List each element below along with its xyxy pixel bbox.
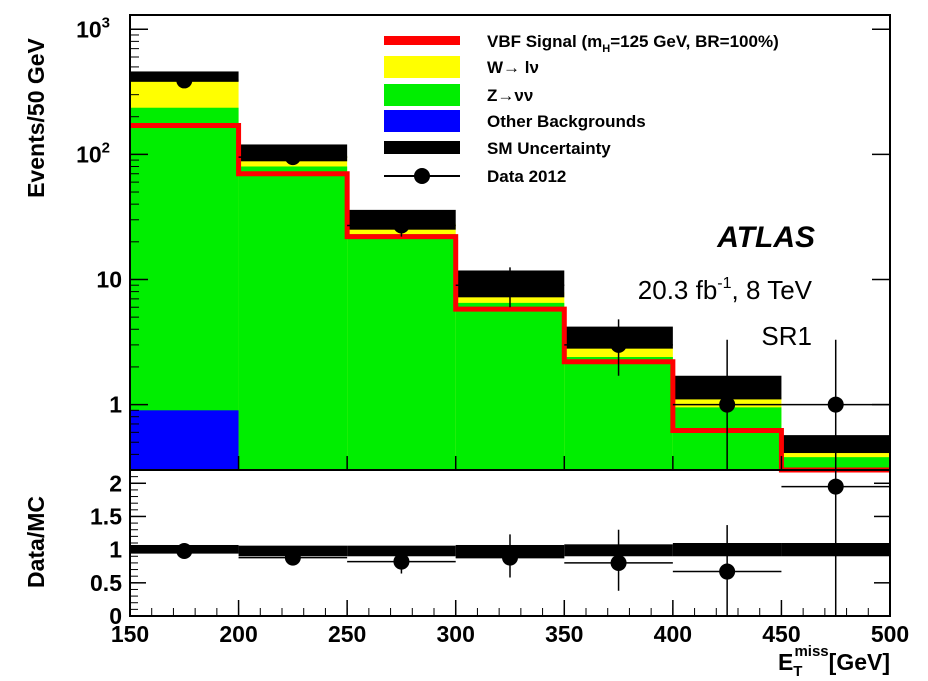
x-axis-title-superscript: miss: [794, 643, 828, 660]
ratio-y-tick-label-2: 1: [109, 537, 122, 563]
x-tick-label-4: 350: [545, 621, 583, 647]
ratio-y-axis-title: Data/MC: [23, 496, 49, 588]
x-tick-label-6: 450: [762, 621, 800, 647]
stack-bar-z--bin-0: [130, 107, 239, 471]
main-y-tick-label-0: 103: [76, 14, 110, 42]
x-tick-label-0: 150: [111, 621, 149, 647]
ratio-y-tick-label-4: 2: [109, 470, 122, 496]
legend-signal-part2: =125 GeV, BR=100%): [610, 32, 779, 51]
x-tick-label-7: 500: [871, 621, 909, 647]
legend-swatch-signal: [384, 36, 460, 45]
legend-swatch-unc: [384, 141, 460, 154]
ratio-data-point-2: [393, 553, 410, 570]
main-y-tick-base-1: 10: [76, 141, 102, 167]
ratio-y-tick-label-3: 1.5: [90, 503, 122, 529]
luminosity-label: 20.3 fb-1, 8 TeV: [638, 275, 813, 305]
legend-signal-sub: H: [602, 43, 610, 55]
luminosity-exponent: -1: [717, 275, 731, 292]
legend-swatch-z: [384, 84, 460, 106]
legend: VBF Signal (mH=125 GeV, BR=100%) W→ lν Z…: [384, 32, 779, 186]
ratio-data-point-0: [176, 542, 193, 559]
legend-signal-part1: VBF Signal (m: [487, 32, 602, 51]
ratio-panel: 0 0.5 1 1.5 2 150 200 250 300 350 400 450 500: [90, 469, 909, 647]
x-axis-title-unit: [GeV]: [829, 649, 890, 675]
main-y-tick-exp-0: 3: [102, 14, 110, 31]
x-axis-title-symbol: E: [778, 649, 793, 675]
region-label: SR1: [761, 321, 812, 351]
ratio-data-point-3: [502, 549, 518, 566]
ratio-plot-frame: [129, 469, 891, 617]
stack-bar-z--bin-3: [455, 302, 565, 470]
ratio-data-point-4: [610, 554, 627, 571]
signal-histogram: [130, 123, 890, 473]
legend-label-data: Data 2012: [487, 167, 566, 186]
ratio-y-tick-label-0: 0: [109, 603, 122, 629]
x-tick-label-3: 300: [437, 621, 475, 647]
data-point-4: [610, 336, 627, 353]
main-y-tick-base-3: 1: [109, 392, 122, 418]
legend-swatch-w: [384, 56, 460, 78]
legend-swatch-other: [384, 110, 460, 132]
stack-bar-other-backgrounds-bin-0: [130, 410, 239, 470]
ratio-axis-ticks: 0 0.5 1 1.5 2 150 200 250 300 350 400 450 500: [90, 470, 909, 647]
stack-bar-z--bin-2: [347, 234, 456, 470]
main-y-tick-exp-1: 2: [102, 139, 110, 156]
main-y-tick-label-2: 10: [96, 266, 122, 292]
x-tick-label-5: 400: [654, 621, 692, 647]
energy-value: , 8 TeV: [732, 275, 813, 305]
data-point-1: [284, 149, 301, 166]
ratio-data-point-5: [719, 563, 736, 580]
x-axis-title-subscript: T: [793, 663, 802, 680]
stack-bar-z--bin-4: [564, 357, 673, 470]
stack-bar-z--bin-1: [238, 166, 348, 470]
legend-swatch-data-marker: [414, 168, 430, 184]
stacked-backgrounds: [130, 80, 890, 471]
ratio-y-tick-label-1: 0.5: [90, 570, 122, 596]
ratio-data-point-6: [827, 478, 844, 495]
ratio-data-point-1: [284, 549, 301, 566]
legend-label-unc: SM Uncertainty: [487, 139, 611, 158]
atlas-label: ATLAS: [716, 221, 815, 254]
main-y-tick-base-2: 10: [96, 266, 122, 292]
main-y-tick-label-1: 102: [76, 139, 110, 167]
main-y-tick-base-0: 10: [76, 16, 102, 42]
data-point-2: [393, 217, 410, 234]
main-y-tick-label-3: 1: [109, 392, 122, 418]
legend-label-signal: VBF Signal (mH=125 GeV, BR=100%): [487, 32, 779, 55]
x-tick-label-2: 250: [328, 621, 366, 647]
legend-label-z: Z→νν: [487, 86, 533, 105]
legend-label-w: W→ lν: [487, 58, 539, 77]
x-axis-title: ETmiss[GeV]: [778, 643, 890, 680]
data-point-0: [176, 72, 193, 89]
data-point-3: [502, 277, 518, 294]
data-point-5: [719, 396, 736, 413]
legend-label-other: Other Backgrounds: [487, 112, 646, 131]
luminosity-value: 20.3 fb: [638, 275, 718, 305]
data-point-6: [827, 396, 844, 413]
y-axis-title: Events/50 GeV: [23, 37, 49, 197]
x-tick-label-1: 200: [219, 621, 257, 647]
signal-step-line: [130, 123, 890, 473]
data-points: [130, 72, 890, 470]
ratio-data-points: [130, 470, 890, 616]
